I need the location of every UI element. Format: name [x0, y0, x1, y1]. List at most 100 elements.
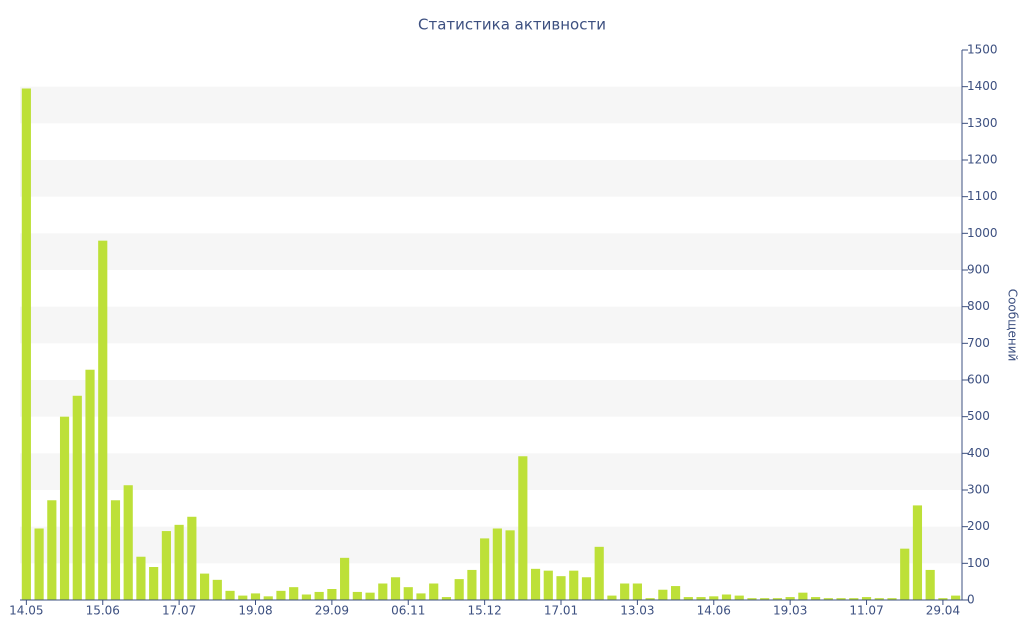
x-tick-label: 15.06	[86, 604, 120, 618]
bar	[912, 505, 923, 600]
bar	[480, 538, 490, 600]
bar	[543, 570, 553, 600]
bar	[72, 395, 82, 600]
bar	[416, 593, 426, 600]
x-tick-label: 14.05	[9, 604, 43, 618]
bar	[238, 595, 248, 600]
grid-band	[20, 453, 962, 490]
bar	[212, 579, 222, 600]
bar	[47, 500, 57, 600]
bar	[900, 548, 910, 600]
y-tick-label: 0	[967, 593, 975, 607]
bar	[747, 598, 757, 600]
bar	[327, 589, 337, 600]
bar	[632, 583, 642, 600]
bar	[938, 598, 948, 600]
bar	[199, 573, 210, 600]
bar	[785, 597, 795, 600]
grid-band	[20, 306, 962, 344]
bar	[798, 592, 808, 600]
bar	[569, 570, 579, 600]
bar	[874, 598, 884, 600]
bar	[85, 369, 95, 600]
y-axis-label: Сообщений	[1006, 289, 1020, 362]
bar	[887, 598, 897, 600]
bar	[263, 596, 273, 600]
bar	[836, 598, 846, 600]
grid-band	[20, 380, 962, 417]
y-tick-label: 1100	[967, 189, 998, 203]
bar	[721, 594, 732, 600]
bar	[174, 524, 184, 600]
x-tick-label: 13.03	[620, 604, 654, 618]
bar	[149, 567, 159, 600]
y-tick-label: 1200	[967, 153, 998, 167]
x-tick-label: 14.06	[697, 604, 731, 618]
bar	[581, 577, 592, 600]
bar	[110, 500, 121, 600]
grid-band	[20, 86, 962, 124]
bar	[861, 597, 872, 600]
bar	[760, 598, 770, 600]
bar	[683, 597, 693, 600]
bar	[441, 597, 452, 600]
bar	[21, 88, 31, 600]
x-tick-label: 29.04	[926, 604, 960, 618]
y-tick-label: 1000	[967, 226, 998, 240]
bar	[352, 591, 362, 600]
bar	[59, 416, 70, 600]
bar	[314, 591, 324, 600]
bar	[505, 530, 515, 600]
y-tick-label: 700	[967, 336, 990, 350]
bar	[340, 557, 350, 600]
bar	[365, 592, 375, 600]
bar	[403, 587, 413, 600]
y-tick-label: 200	[967, 519, 990, 533]
bar	[530, 568, 541, 600]
y-tick-label: 900	[967, 263, 990, 277]
bar	[620, 583, 630, 600]
bar	[594, 546, 604, 600]
y-tick-label: 100	[967, 556, 990, 570]
x-tick-label: 11.07	[849, 604, 883, 618]
bar	[823, 598, 833, 600]
bar	[607, 595, 617, 600]
chart-title: Статистика активности	[418, 16, 606, 34]
x-tick-label: 19.03	[773, 604, 807, 618]
bar	[645, 598, 655, 600]
bar	[811, 597, 821, 600]
bar	[772, 598, 783, 600]
bar	[951, 595, 961, 600]
bar	[136, 556, 146, 600]
x-tick-label: 19.08	[238, 604, 272, 618]
bar	[187, 516, 197, 600]
bar	[123, 485, 133, 600]
grid-band	[20, 233, 962, 270]
bar	[454, 579, 464, 600]
y-tick-label: 400	[967, 446, 990, 460]
grid-band	[20, 526, 962, 564]
bar	[518, 456, 528, 600]
bar	[849, 598, 859, 600]
bar	[670, 586, 681, 600]
bar	[734, 595, 744, 600]
bar	[378, 583, 388, 600]
x-tick-label: 29.09	[315, 604, 349, 618]
x-tick-label: 17.07	[162, 604, 196, 618]
y-tick-label: 1500	[967, 43, 998, 57]
bar	[301, 594, 312, 600]
bar	[225, 590, 235, 600]
bar	[556, 576, 566, 600]
grid-band	[20, 160, 962, 197]
bar	[467, 569, 477, 600]
bar	[250, 593, 261, 600]
bar	[429, 583, 439, 600]
y-tick-label: 800	[967, 299, 990, 313]
bar	[161, 531, 171, 600]
bar	[492, 528, 502, 600]
y-tick-label: 1400	[967, 79, 998, 93]
x-tick-label: 17.01	[544, 604, 578, 618]
bar	[709, 596, 719, 600]
bar	[289, 587, 299, 600]
